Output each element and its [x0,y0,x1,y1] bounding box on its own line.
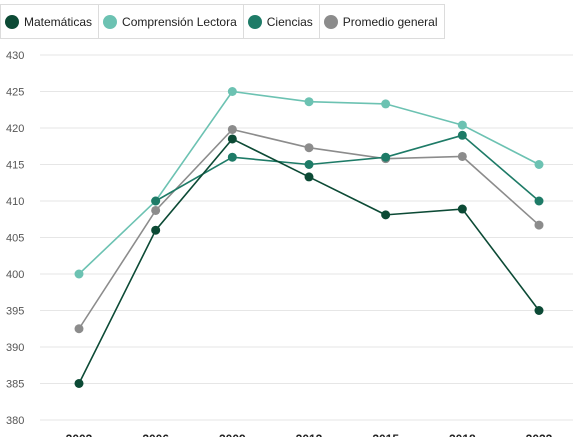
data-point-s0-2015 [381,210,391,220]
data-point-s0-2009 [227,134,237,144]
series-line-2 [155,134,540,202]
y-tick-label-420: 420 [6,123,24,135]
data-point-s0-2022 [534,306,544,315]
chart-legend: Matemáticas Comprensión Lectora Ciencias… [0,4,445,39]
legend-item-matematicas[interactable]: Matemáticas [1,5,100,38]
data-point-s2-2009 [227,152,237,162]
x-tick-label-2015: 2015 [372,432,399,437]
legend-swatch-comprension-lectora [103,14,118,29]
y-tick-label-380: 380 [6,415,24,427]
x-tick-label-2018: 2018 [449,432,476,437]
data-point-s1-2015 [381,99,391,109]
data-point-s1-2003 [74,269,84,279]
y-tick-label-430: 430 [6,50,24,62]
x-tick-label-2012: 2012 [296,432,323,437]
data-point-s2-2018 [457,130,467,140]
legend-label-matematicas: Matemáticas [24,14,93,29]
data-point-s2-2006 [151,196,161,206]
x-tick-label-2022: 2022 [526,432,553,437]
data-point-s2-2015 [381,152,391,162]
data-point-s3-2006 [151,205,161,215]
data-point-s1-2012 [304,97,314,107]
legend-item-ciencias[interactable]: Ciencias [244,5,320,38]
data-point-s3-2003 [74,324,84,334]
y-tick-label-395: 395 [6,306,24,318]
x-tick-label-2006: 2006 [142,432,169,437]
y-tick-label-400: 400 [6,269,24,281]
y-tick-label-415: 415 [6,160,24,172]
data-point-s3-2012 [304,143,314,153]
data-point-s3-2022 [534,220,544,230]
y-tick-label-405: 405 [6,233,24,245]
x-tick-label-2003: 2003 [66,432,93,437]
y-tick-label-385: 385 [6,379,24,391]
legend-swatch-matematicas [5,14,19,29]
data-point-s2-2012 [304,160,314,169]
y-tick-label-410: 410 [6,196,24,208]
legend-item-promedio-general[interactable]: Promedio general [320,5,444,38]
legend-swatch-ciencias [247,14,262,29]
legend-label-promedio-general: Promedio general [342,14,438,29]
y-tick-label-425: 425 [6,87,24,99]
legend-label-comprension-lectora: Comprensión Lectora [122,14,237,29]
series-line-3 [78,128,540,330]
data-point-s1-2018 [457,120,467,130]
data-point-s0-2018 [457,204,467,214]
x-tick-label-2009: 2009 [219,432,246,437]
data-point-s3-2009 [227,124,237,134]
y-tick-label-390: 390 [6,342,24,354]
data-point-s1-2009 [227,87,237,96]
data-point-s2-2022 [534,196,544,206]
legend-label-ciencias: Ciencias [266,14,313,29]
legend-item-comprension-lectora[interactable]: Comprensión Lectora [99,5,244,38]
legend-swatch-promedio-general [323,14,338,29]
data-point-s1-2022 [534,160,544,169]
data-point-s0-2012 [304,172,314,182]
data-point-s0-2003 [74,379,84,388]
data-point-s0-2006 [151,225,161,235]
data-point-s3-2018 [457,151,467,161]
